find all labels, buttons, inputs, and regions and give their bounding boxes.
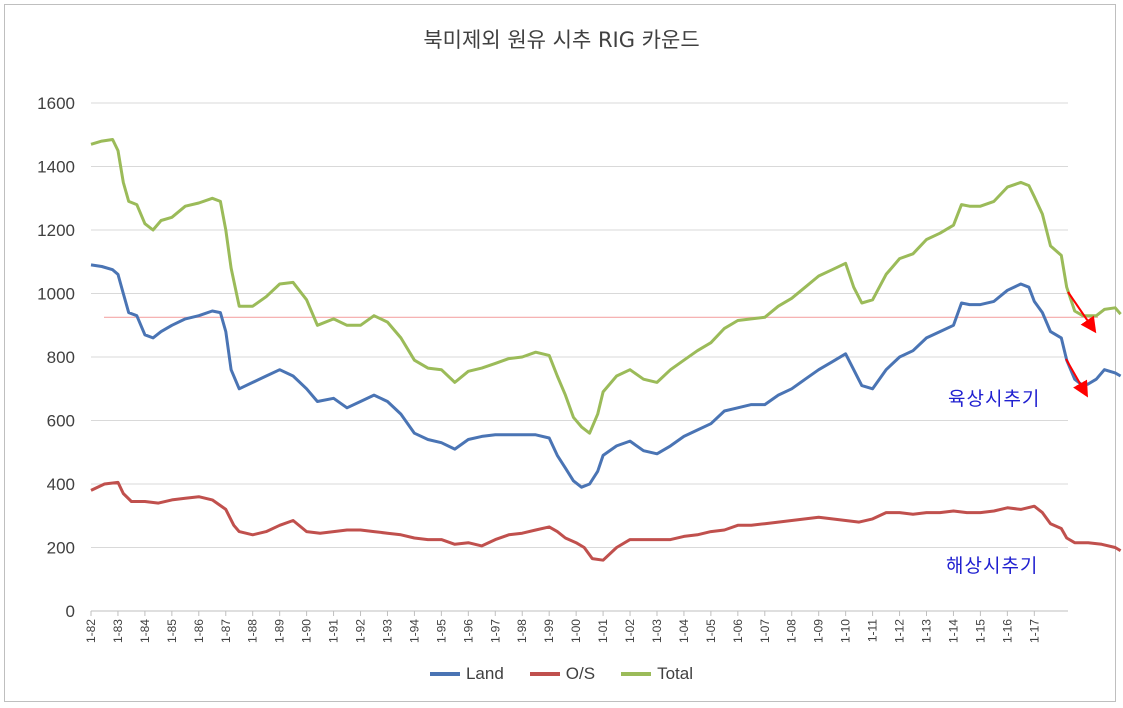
x-tick-label: 1-05 [704, 619, 718, 643]
x-tick-label: 1-86 [192, 619, 206, 643]
x-tick-label: 1-07 [758, 619, 772, 643]
series-line-land [90, 263, 1122, 489]
x-tick-label: 1-97 [488, 619, 502, 643]
legend-swatch [529, 672, 560, 676]
x-tick-label: 1-85 [165, 619, 179, 643]
chart-frame [4, 4, 1116, 702]
x-tick-label: 1-90 [300, 619, 314, 643]
x-tick-label: 1-01 [596, 619, 610, 643]
x-tick-label: 1-94 [407, 619, 421, 643]
x-tick-label: 1-09 [812, 619, 826, 643]
x-tick-label: 1-02 [623, 619, 637, 643]
y-tick-label: 200 [47, 539, 75, 558]
x-tick-label: 1-84 [138, 619, 152, 643]
x-tick-label: 1-82 [84, 619, 98, 643]
x-tick-label: 1-89 [273, 619, 287, 643]
legend-item: Total [621, 664, 693, 684]
y-tick-label: 600 [47, 412, 75, 431]
legend: Land O/S Total [0, 664, 1123, 684]
y-tick-label: 0 [66, 602, 75, 621]
x-tick-label: 1-95 [434, 619, 448, 643]
x-tick-label: 1-91 [327, 619, 341, 643]
x-axis: 1-82 1-83 1-84 1-85 1-86 1-87 1-88 1-89 1-90 1-91… [84, 610, 1068, 643]
x-tick-label: 1-87 [219, 619, 233, 643]
x-tick-label: 1-96 [461, 619, 475, 643]
x-tick-label: 1-13 [920, 619, 934, 643]
y-tick-label: 800 [47, 348, 75, 367]
series-group [90, 138, 1122, 562]
annotation-land-rigs: 육상시추기 [948, 388, 1040, 410]
y-tick-labels: 0 200 400 600 800 1000 1200 1400 1600 [37, 94, 75, 621]
series-line-total [90, 138, 1122, 435]
y-tick-label: 1400 [37, 158, 75, 177]
x-tick-label: 1-14 [946, 619, 960, 643]
x-tick-label: 1-04 [677, 619, 691, 643]
gridlines [91, 102, 1068, 548]
x-tick-label: 1-83 [111, 619, 125, 643]
x-tick-label: 1-17 [1027, 619, 1041, 643]
legend-label: Total [657, 664, 694, 683]
x-tick-label: 1-92 [354, 619, 368, 643]
x-tick-label: 1-98 [515, 619, 529, 643]
annotation-offshore-rigs: 해상시추기 [946, 555, 1038, 577]
x-tick-label: 1-10 [839, 619, 853, 643]
arrow-land-down [1065, 358, 1088, 398]
legend-label: Land [465, 664, 504, 683]
x-tick-label: 1-15 [973, 619, 987, 643]
y-tick-label: 1600 [37, 94, 75, 113]
x-tick-label: 1-12 [893, 619, 907, 643]
legend-swatch [621, 672, 652, 676]
legend-item: O/S [529, 664, 596, 684]
y-tick-label: 1000 [37, 285, 75, 304]
arrow-total-down [1067, 291, 1097, 334]
x-tick-label: 1-93 [380, 619, 394, 643]
x-tick-label: 1-88 [246, 619, 260, 643]
legend-item: Land [429, 664, 504, 684]
trend-arrows [1065, 291, 1097, 398]
x-tick-label: 1-11 [866, 619, 880, 642]
legend-label: O/S [565, 664, 596, 683]
x-tick-label: 1-99 [542, 619, 556, 643]
y-tick-label: 400 [47, 475, 75, 494]
series-line-os [90, 480, 1122, 562]
chart-title: 북미제외 원유 시추 RIG 카운드 [423, 28, 700, 52]
x-tick-label: 1-03 [650, 619, 664, 643]
x-tick-label: 1-00 [569, 619, 583, 643]
y-tick-label: 1200 [37, 221, 75, 240]
x-tick-label: 1-16 [1000, 619, 1014, 643]
legend-swatch [429, 672, 460, 676]
x-tick-label: 1-08 [785, 619, 799, 643]
x-tick-label: 1-06 [731, 619, 745, 643]
